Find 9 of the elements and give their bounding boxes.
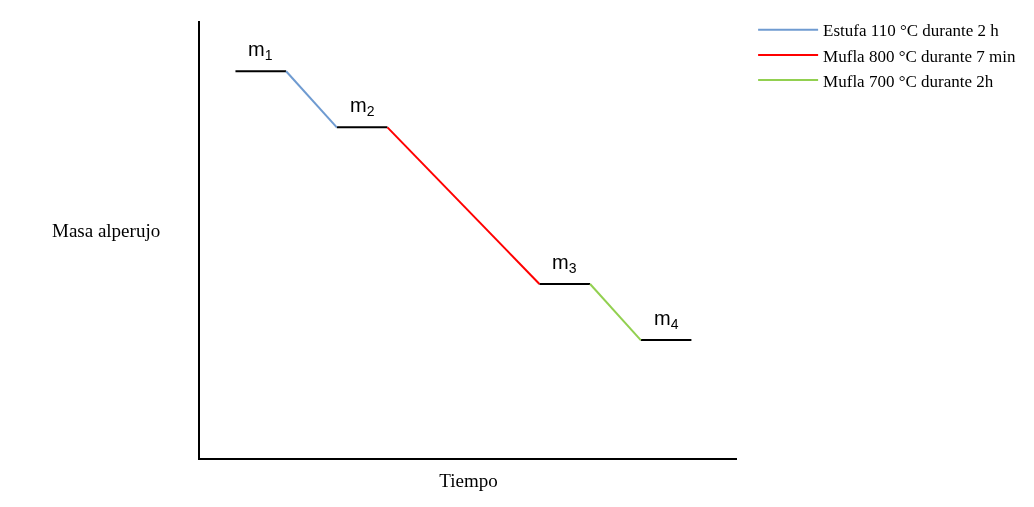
y-axis-title: Masa alperujo <box>52 220 161 241</box>
legend-label: Estufa 110 °C durante 2 h <box>823 21 1000 41</box>
annotation: m$_{3}$ <box>552 251 577 277</box>
legend-label: Mufla 700 °C durante 2h <box>823 71 994 91</box>
x-axis-title: Tiempo <box>439 470 498 492</box>
legend-label: Mufla 800 °C durante 7 min <box>823 46 1016 66</box>
annotation: m$_{1}$ <box>248 38 273 64</box>
annotation: m$_{4}$ <box>654 307 679 333</box>
annotation: m$_{2}$ <box>350 94 375 120</box>
